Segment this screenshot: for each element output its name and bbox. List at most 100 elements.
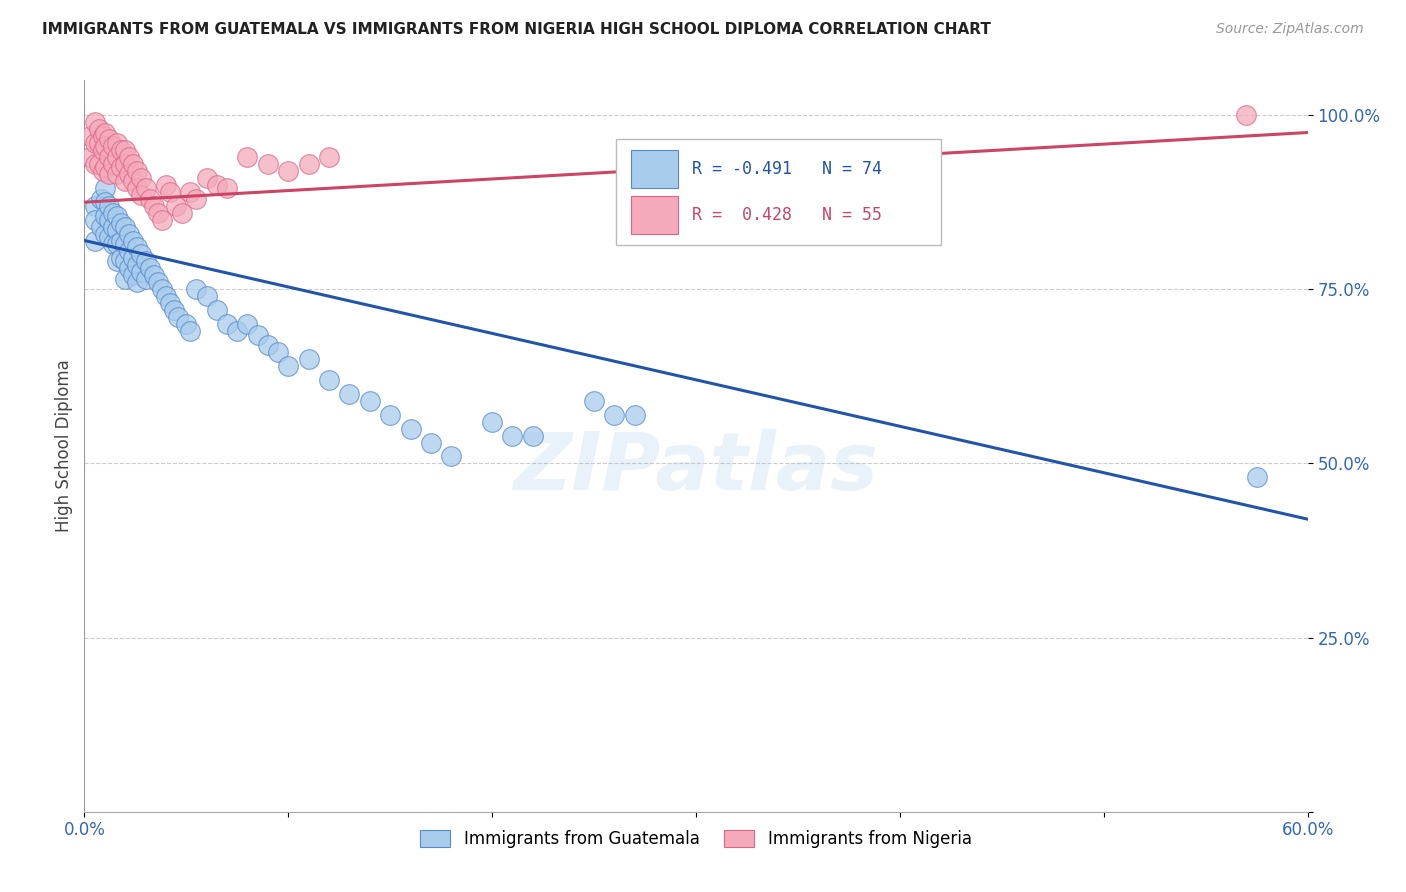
Point	[167, 310, 190, 325]
Point	[105, 167, 128, 181]
Point	[159, 296, 181, 310]
Point	[186, 192, 208, 206]
Point	[93, 195, 115, 210]
Point	[105, 223, 128, 237]
Point	[97, 199, 120, 213]
Point	[277, 164, 299, 178]
Text: Source: ZipAtlas.com: Source: ZipAtlas.com	[1216, 22, 1364, 37]
Point	[114, 219, 136, 234]
Point	[624, 408, 647, 422]
Point	[90, 192, 112, 206]
Point	[91, 143, 114, 157]
Point	[110, 143, 132, 157]
Point	[172, 205, 194, 219]
Point	[1236, 108, 1258, 122]
Point	[122, 251, 145, 265]
FancyBboxPatch shape	[631, 150, 678, 188]
Point	[440, 450, 463, 464]
Point	[135, 272, 157, 286]
Point	[87, 136, 110, 150]
Point	[105, 150, 128, 164]
Point	[131, 247, 153, 261]
Point	[93, 139, 115, 153]
Point	[114, 237, 136, 252]
Point	[380, 408, 402, 422]
Point	[236, 150, 259, 164]
Point	[83, 199, 105, 213]
Point	[165, 199, 187, 213]
Point	[105, 209, 128, 223]
Point	[267, 345, 290, 359]
Point	[127, 275, 149, 289]
Point	[83, 157, 105, 171]
Point	[142, 268, 165, 283]
Point	[87, 157, 110, 171]
Point	[131, 265, 153, 279]
Point	[90, 219, 112, 234]
Point	[205, 303, 228, 318]
Point	[127, 258, 149, 272]
Point	[83, 115, 105, 129]
Point	[179, 185, 201, 199]
Point	[298, 351, 321, 366]
Point	[163, 303, 186, 318]
Point	[150, 212, 173, 227]
Point	[122, 157, 145, 171]
Point	[97, 132, 120, 146]
Point	[101, 205, 124, 219]
Point	[159, 185, 181, 199]
Point	[420, 435, 443, 450]
Point	[142, 199, 165, 213]
Point	[83, 136, 105, 150]
Point	[93, 209, 115, 223]
Point	[97, 212, 120, 227]
Point	[118, 167, 141, 181]
Point	[101, 157, 124, 171]
Point	[135, 181, 157, 195]
Point	[105, 136, 128, 150]
Point	[155, 178, 177, 192]
Point	[522, 428, 544, 442]
Point	[91, 128, 114, 143]
Point	[83, 212, 105, 227]
Point	[138, 261, 160, 276]
Point	[298, 157, 321, 171]
Point	[101, 237, 124, 252]
Point	[174, 317, 197, 331]
Point	[122, 268, 145, 283]
Point	[110, 216, 132, 230]
Point	[277, 359, 299, 373]
Point	[318, 150, 340, 164]
Legend: Immigrants from Guatemala, Immigrants from Nigeria: Immigrants from Guatemala, Immigrants fr…	[413, 823, 979, 855]
Text: ZIPatlas: ZIPatlas	[513, 429, 879, 507]
Point	[186, 282, 208, 296]
Point	[146, 205, 169, 219]
Point	[118, 244, 141, 258]
Point	[114, 272, 136, 286]
Point	[87, 122, 110, 136]
Point	[127, 240, 149, 254]
Point	[603, 408, 626, 422]
Point	[246, 327, 269, 342]
Point	[93, 161, 115, 175]
Point	[110, 251, 132, 265]
Point	[502, 428, 524, 442]
Point	[226, 324, 249, 338]
Y-axis label: High School Diploma: High School Diploma	[55, 359, 73, 533]
Point	[195, 289, 218, 303]
Point	[131, 188, 153, 202]
Point	[114, 143, 136, 157]
Point	[481, 415, 503, 429]
Point	[179, 324, 201, 338]
Point	[127, 164, 149, 178]
Text: IMMIGRANTS FROM GUATEMALA VS IMMIGRANTS FROM NIGERIA HIGH SCHOOL DIPLOMA CORRELA: IMMIGRANTS FROM GUATEMALA VS IMMIGRANTS …	[42, 22, 991, 37]
Point	[127, 181, 149, 195]
Point	[118, 227, 141, 241]
Point	[138, 192, 160, 206]
Point	[236, 317, 259, 331]
Point	[135, 254, 157, 268]
Point	[114, 174, 136, 188]
Point	[122, 174, 145, 188]
Point	[105, 254, 128, 268]
Point	[257, 338, 280, 352]
